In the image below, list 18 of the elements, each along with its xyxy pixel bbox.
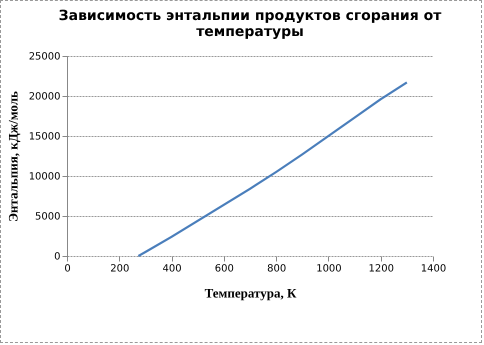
x-tick-label: 200 [110, 264, 130, 274]
x-tick-label: 0 [64, 264, 71, 274]
y-tick-label: 15000 [28, 132, 60, 142]
y-tick-label: 5000 [35, 212, 60, 222]
y-axis-title: Энтальпия, кДж/моль [6, 90, 21, 222]
y-tick-label: 25000 [28, 52, 60, 62]
y-tick-label: 10000 [28, 172, 60, 182]
x-tick-label: 1400 [420, 264, 446, 274]
x-tick-label: 1000 [316, 264, 342, 274]
line-series [137, 81, 408, 258]
x-tick-label: 600 [214, 264, 234, 274]
y-tick-label: 0 [54, 252, 60, 262]
x-tick-label: 1200 [368, 264, 394, 274]
x-tick-label: 400 [162, 264, 182, 274]
x-tick-label: 800 [267, 264, 286, 274]
x-axis-title: Температура, К [204, 286, 297, 300]
y-tick-label: 20000 [28, 92, 60, 102]
chart-title: Зависимость энтальпии продуктов сгорания от температуры [58, 8, 442, 40]
